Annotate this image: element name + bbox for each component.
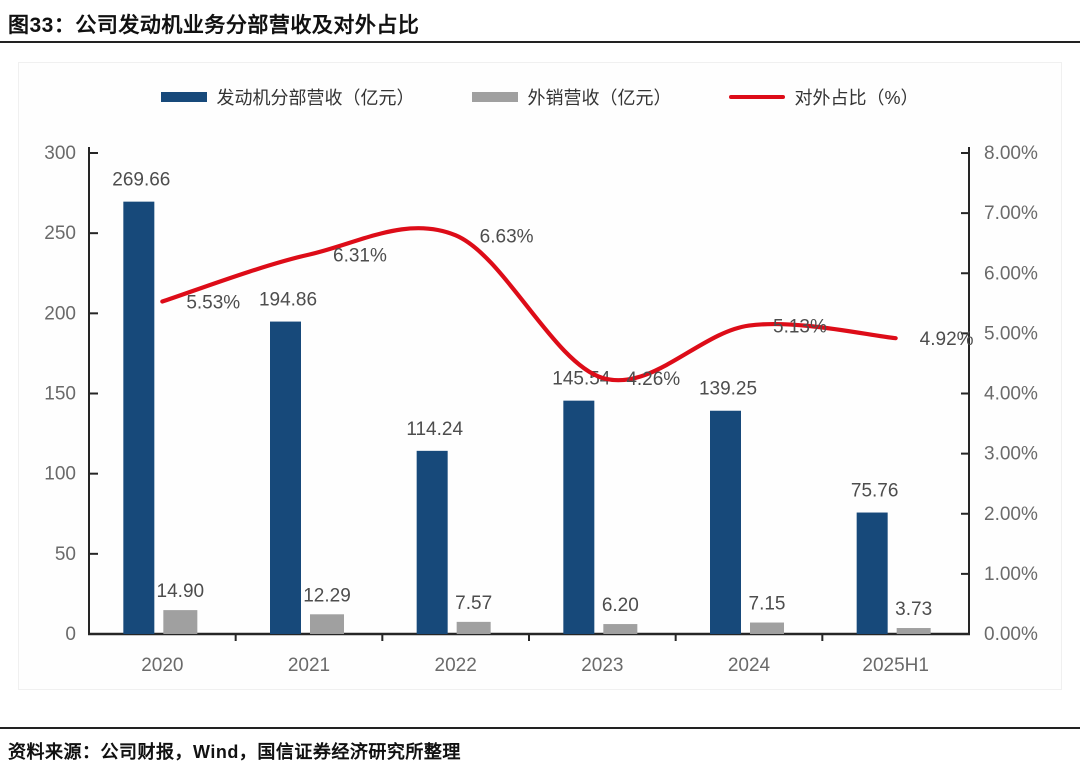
export-revenue-bar [163,610,198,634]
right-axis-tick-label: 6.00% [984,263,1038,284]
left-axis-tick-label: 50 [55,544,76,565]
export-revenue-bar [456,621,491,634]
x-axis-category-label: 2024 [728,655,771,676]
x-axis-category-label: 2020 [141,655,183,676]
x-axis-category-label: 2021 [288,655,330,676]
export-ratio-value-label: 6.63% [480,226,534,247]
left-axis-tick-label: 200 [44,303,76,324]
engine-revenue-bar [710,410,741,634]
left-axis-tick-label: 150 [44,384,76,405]
engine-revenue-value-label: 139.25 [699,379,757,400]
engine-revenue-value-label: 75.76 [851,481,899,502]
source-note: 资料来源：公司财报，Wind，国信证券经济研究所整理 [8,742,461,762]
export-revenue-swatch-icon [472,91,519,102]
chart-svg: 0 50 100 150 200 250 300 0.00% 1.00% 2.00% 3.00% 4.… [44,143,1038,676]
export-revenue-bar [750,622,784,634]
export-revenue-value-label: 7.15 [749,594,786,615]
export-ratio-value-label: 5.53% [186,293,240,314]
left-axis-tick-label: 250 [44,223,76,244]
export-ratio-line [160,226,898,383]
legend-item-export-ratio: 对外占比（%） [729,84,919,110]
legend-label: 对外占比（%） [794,87,919,108]
engine-revenue-value-label: 269.66 [112,170,170,191]
chart-area: 0 50 100 150 200 250 300 0.00% 1.00% 2.00% 3.00% 4.… [19,131,1063,691]
engine-revenue-bar [416,450,448,634]
export-revenue-value-label: 3.73 [895,599,932,620]
engine-revenue-bar [563,400,595,634]
legend-label: 发动机分部营收（亿元） [216,87,415,108]
title-bar: 图33：公司发动机业务分部营收及对外占比 [0,0,1080,46]
page-title: 图33：公司发动机业务分部营收及对外占比 [8,14,420,37]
export-revenue-bar [310,614,344,634]
engine-revenue-bar [123,201,155,634]
engine-revenue-value-label: 114.24 [406,419,463,440]
chart-legend: 发动机分部营收（亿元） 外销营收（亿元） 对外占比（%） [19,63,1061,108]
export-revenue-bar [896,628,931,634]
export-ratio-value-label: 5.13% [773,317,827,338]
engine-revenue-bar [270,321,301,634]
export-ratio-value-label: 4.26% [626,369,680,390]
engine-revenue-bar [856,512,888,634]
x-axis-category-label: 2022 [435,655,477,676]
right-axis-tick-label: 2.00% [984,504,1038,525]
export-ratio-value-label: 4.92% [920,329,974,350]
legend-item-engine-revenue: 发动机分部营收（亿元） [161,84,414,110]
right-axis-tick-label: 1.00% [984,564,1038,585]
export-revenue-bar [603,624,638,634]
legend-label: 外销营收（亿元） [527,87,672,108]
title-divider [0,41,1080,43]
right-axis-tick-label: 8.00% [984,143,1038,164]
x-axis-category-label: 2023 [581,655,623,676]
left-axis-tick-label: 0 [65,624,76,645]
left-axis-tick-label: 300 [44,143,76,164]
legend-item-export-revenue: 外销营收（亿元） [472,84,671,110]
export-revenue-value-label: 6.20 [602,595,639,616]
right-axis-tick-label: 7.00% [984,203,1038,224]
engine-revenue-swatch-icon [161,91,208,102]
chart-panel: 发动机分部营收（亿元） 外销营收（亿元） 对外占比（%） 0 50 100 150 20… [18,62,1062,690]
export-revenue-value-label: 7.57 [455,593,492,614]
right-axis-tick-label: 5.00% [984,323,1038,344]
right-axis-tick-label: 0.00% [984,624,1038,645]
x-axis-category-label: 2025H1 [862,655,929,676]
left-axis-tick-label: 100 [44,464,76,485]
right-axis-tick-label: 4.00% [984,384,1038,405]
export-ratio-value-label: 6.31% [333,246,387,267]
export-revenue-value-label: 14.90 [157,581,205,602]
engine-revenue-value-label: 194.86 [259,290,317,311]
footer-divider [0,727,1080,729]
right-axis-tick-label: 3.00% [984,444,1038,465]
export-ratio-swatch-icon [729,94,786,99]
export-revenue-value-label: 12.29 [303,585,351,606]
